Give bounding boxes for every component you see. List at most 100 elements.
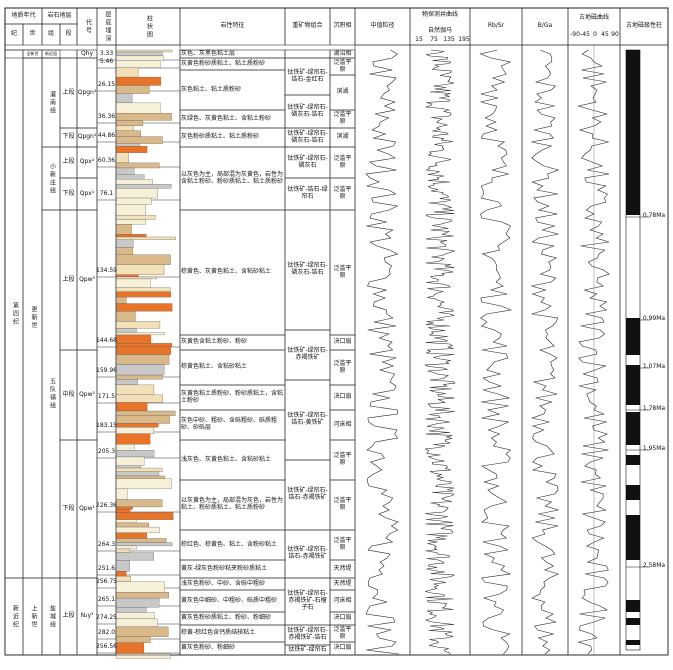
- depth-label: 5.46: [99, 58, 114, 66]
- cell-border: [4, 49, 78, 59]
- facies-text: 湖沼相: [333, 49, 352, 57]
- facies-text: 河床相: [333, 596, 352, 604]
- lith-bed: [115, 343, 173, 347]
- lithology-text: 灰黄色粉砂质粘土、粘土质粉砂: [181, 59, 266, 67]
- facies-text: 泛滥平原: [333, 359, 352, 374]
- lith-bed: [115, 519, 137, 524]
- normal-polarity: [626, 485, 640, 500]
- member: 下段: [62, 189, 75, 197]
- lith-bed: [115, 321, 161, 329]
- formation: 新近组: [45, 50, 57, 56]
- log-curve: [531, 49, 560, 655]
- depth-label: 26.15: [97, 81, 116, 89]
- code: Qpw¹: [79, 504, 95, 512]
- lith-bed: [115, 427, 155, 434]
- code: N₂y³: [80, 612, 94, 620]
- lith-bed: [115, 379, 138, 386]
- normal-polarity: [626, 618, 640, 625]
- tick-label: 135: [443, 35, 455, 43]
- facies-text: 河床相: [333, 420, 352, 428]
- polarity-frame: [625, 49, 641, 651]
- lith-bed: [115, 509, 131, 513]
- mineral-text: 钛铁矿-绿帘石-锆石-黄铁矿: [287, 412, 328, 426]
- facies-text: 泛滥平原: [333, 111, 352, 125]
- formation: 灌南组: [48, 90, 56, 115]
- facies-text: 天然堤: [333, 564, 352, 572]
- lith-bed: [115, 538, 167, 543]
- formation: 小新庄组: [48, 162, 56, 195]
- facies-text: 泛滥平原: [333, 186, 352, 200]
- header-cell: B/Ga: [537, 22, 553, 30]
- lithology-text: 灰色粉砂质粘土、粘土质粉砂: [181, 133, 260, 141]
- header-cell: 代号: [84, 18, 92, 35]
- lith-bed: [115, 67, 139, 78]
- lith-bed: [115, 532, 147, 539]
- lith-bed: [115, 354, 170, 365]
- age-label: 0.78Ma: [642, 212, 666, 220]
- lith-bed: [115, 291, 171, 298]
- lith-bed: [115, 184, 172, 189]
- lith-bed: [115, 545, 137, 550]
- mineral-text: 钛铁矿-绿帘石-磷灰石-锆石: [287, 129, 328, 144]
- lith-bed: [115, 626, 169, 637]
- mineral-text: 钛铁矿-绿帘石-磷灰石-锆石: [287, 103, 328, 118]
- member: 上段: [62, 158, 75, 166]
- depth-label: 226.36: [96, 502, 117, 510]
- lith-bed: [115, 143, 140, 147]
- lith-bed: [115, 522, 149, 528]
- member: 下段: [62, 504, 75, 512]
- lith-bed: [115, 162, 160, 169]
- header-cell: 沉积相: [333, 22, 352, 30]
- facies-text: 滨湖: [336, 133, 349, 141]
- depth-label: 134.59: [96, 267, 117, 275]
- lith-bed: [115, 636, 151, 643]
- tick-label: 90: [611, 30, 619, 38]
- lith-bed: [115, 402, 148, 412]
- formation: 五队镇组: [48, 378, 56, 410]
- tick-label: 75: [430, 35, 438, 43]
- lithology-text: 灰色中砂、粗砂、含砾粗砂、砾质粗砂、砂砾层: [181, 417, 278, 431]
- facies-text: 泛滥平原: [333, 452, 352, 466]
- tick-label: 15: [415, 35, 423, 43]
- lith-bed: [115, 214, 156, 220]
- lith-bed: [115, 465, 142, 469]
- depth-label: 44.86: [97, 132, 116, 140]
- normal-polarity: [626, 600, 640, 612]
- code: Qpx¹: [79, 189, 95, 197]
- lith-bed: [115, 174, 145, 180]
- lith-bed: [115, 311, 136, 322]
- lith-bed: [115, 618, 158, 628]
- depth-label: 36.36: [97, 113, 116, 121]
- mineral-text: 钛铁矿-绿帘石-磷灰石-锆石: [287, 262, 328, 276]
- facies-text: 泛滥平原: [333, 537, 352, 551]
- lith-bed: [115, 560, 130, 572]
- normal-polarity: [626, 318, 640, 355]
- lith-bed: [115, 219, 146, 225]
- lith-bed: [115, 467, 163, 473]
- lith-bed: [115, 346, 171, 355]
- cell-border: [619, 44, 669, 656]
- lith-bed: [115, 224, 132, 235]
- lithology-text: 灰色粘土、粘土质粉砂: [181, 85, 242, 93]
- normal-polarity: [626, 640, 640, 645]
- lith-bed: [115, 475, 165, 479]
- mineral-text: 钛铁矿-锆石-绿帘石: [287, 186, 328, 200]
- mineral-text: 钛铁矿-绿帘石-赤褐铁矿-石榴子石: [287, 590, 328, 611]
- lith-bed: [115, 433, 151, 445]
- depth-label: 274.25: [96, 614, 117, 622]
- period: 第四纪: [11, 302, 19, 326]
- lithology-text: 以灰黄色为主，局部混为灰色，岩性为粘土、粉砂质粘土、粘土质粉砂: [181, 497, 284, 511]
- facies-text: 决口扇: [333, 338, 352, 346]
- lith-bed: [115, 276, 157, 280]
- header-cell: 组: [47, 30, 54, 38]
- age-label: 1.07Ma: [642, 363, 666, 371]
- lith-bed: [115, 287, 171, 292]
- mineral-text: 钛铁矿-绿帘石-赤褐铁矿: [287, 347, 328, 361]
- mineral-text: 钛铁矿-绿帘石-锆石-赤褐铁矿: [287, 546, 328, 560]
- member: 中段: [62, 390, 75, 398]
- lithology-text: 以灰色为主，局部混为灰黄色，岩性为含粘土粉砂、粉砂质粘土、粘土质粉砂: [181, 170, 284, 185]
- code: Qhy: [80, 49, 94, 57]
- lith-bed: [115, 592, 169, 599]
